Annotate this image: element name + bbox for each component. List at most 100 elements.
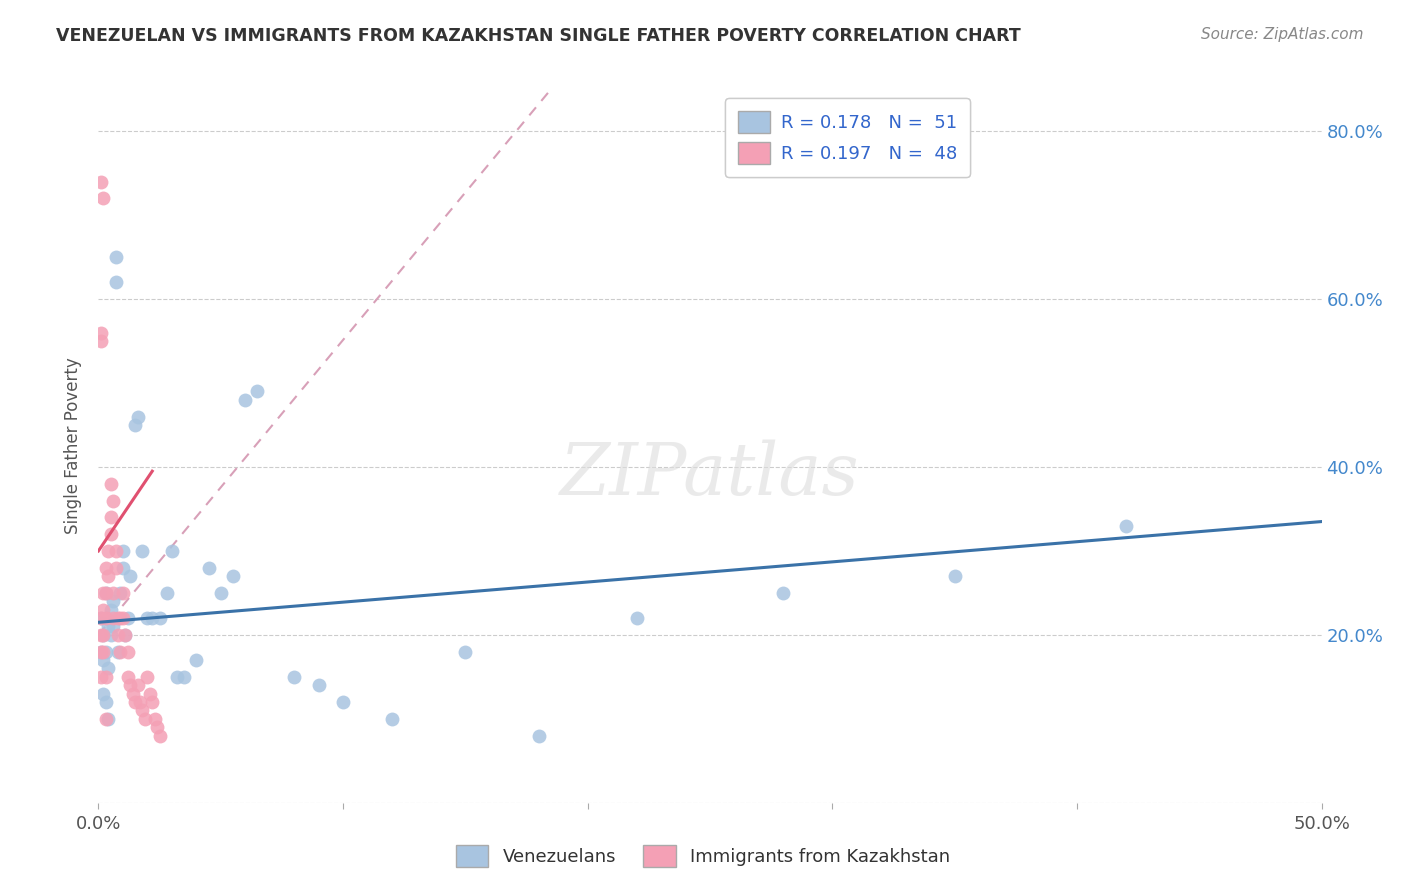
Point	[104, 250, 127, 264]
Point	[156, 586, 179, 600]
Point	[91, 653, 114, 667]
Point	[94, 712, 117, 726]
Text: Source: ZipAtlas.com: Source: ZipAtlas.com	[1201, 27, 1364, 42]
Y-axis label: Single Father Poverty: Single Father Poverty	[65, 358, 83, 534]
Point	[94, 645, 117, 659]
Point	[91, 628, 114, 642]
Point	[91, 628, 114, 642]
Point	[222, 569, 245, 583]
Point	[100, 476, 122, 491]
Point	[91, 687, 114, 701]
Point	[94, 695, 117, 709]
Point	[131, 703, 153, 717]
Point	[626, 611, 648, 625]
Point	[110, 645, 132, 659]
Point	[149, 611, 172, 625]
Point	[101, 611, 124, 625]
Legend: R = 0.178   N =  51, R = 0.197   N =  48: R = 0.178 N = 51, R = 0.197 N = 48	[725, 98, 970, 177]
Point	[117, 670, 139, 684]
Point	[134, 712, 156, 726]
Point	[111, 560, 134, 574]
Point	[94, 586, 117, 600]
Point	[139, 687, 162, 701]
Point	[94, 670, 117, 684]
Point	[97, 619, 120, 633]
Point	[94, 611, 117, 625]
Point	[131, 544, 153, 558]
Point	[94, 560, 117, 574]
Point	[90, 645, 112, 659]
Point	[121, 687, 143, 701]
Point	[381, 712, 404, 726]
Point	[110, 586, 132, 600]
Point	[94, 586, 117, 600]
Point	[146, 720, 169, 734]
Point	[114, 628, 136, 642]
Point	[100, 527, 122, 541]
Point	[197, 560, 219, 574]
Point	[772, 586, 794, 600]
Point	[114, 628, 136, 642]
Point	[129, 695, 152, 709]
Point	[107, 611, 129, 625]
Point	[246, 384, 269, 399]
Point	[101, 619, 124, 633]
Point	[209, 586, 232, 600]
Point	[136, 670, 159, 684]
Point	[943, 569, 966, 583]
Point	[149, 729, 172, 743]
Point	[97, 712, 120, 726]
Point	[124, 417, 146, 432]
Point	[127, 678, 149, 692]
Point	[104, 560, 127, 574]
Text: VENEZUELAN VS IMMIGRANTS FROM KAZAKHSTAN SINGLE FATHER POVERTY CORRELATION CHART: VENEZUELAN VS IMMIGRANTS FROM KAZAKHSTAN…	[56, 27, 1021, 45]
Point	[101, 586, 124, 600]
Point	[101, 493, 124, 508]
Point	[166, 670, 188, 684]
Point	[143, 712, 166, 726]
Point	[332, 695, 354, 709]
Point	[117, 611, 139, 625]
Point	[91, 191, 114, 205]
Point	[97, 661, 120, 675]
Point	[91, 586, 114, 600]
Point	[136, 611, 159, 625]
Point	[90, 670, 112, 684]
Point	[173, 670, 195, 684]
Point	[97, 544, 120, 558]
Point	[527, 729, 550, 743]
Point	[104, 275, 127, 289]
Point	[100, 510, 122, 524]
Point	[124, 695, 146, 709]
Point	[160, 544, 183, 558]
Point	[141, 611, 163, 625]
Point	[107, 628, 129, 642]
Point	[111, 611, 134, 625]
Point	[107, 645, 129, 659]
Point	[90, 645, 112, 659]
Point	[141, 695, 163, 709]
Text: ZIPatlas: ZIPatlas	[560, 439, 860, 510]
Point	[100, 628, 122, 642]
Point	[90, 628, 112, 642]
Point	[454, 645, 477, 659]
Point	[111, 544, 134, 558]
Point	[186, 653, 208, 667]
Point	[283, 670, 305, 684]
Point	[90, 326, 112, 340]
Legend: Venezuelans, Immigrants from Kazakhstan: Venezuelans, Immigrants from Kazakhstan	[449, 838, 957, 874]
Point	[91, 645, 114, 659]
Point	[110, 611, 132, 625]
Point	[94, 611, 117, 625]
Point	[90, 175, 112, 189]
Point	[117, 645, 139, 659]
Point	[127, 409, 149, 424]
Point	[120, 569, 142, 583]
Point	[90, 611, 112, 625]
Point	[308, 678, 330, 692]
Point	[91, 603, 114, 617]
Point	[1115, 518, 1137, 533]
Point	[111, 586, 134, 600]
Point	[90, 334, 112, 348]
Point	[90, 611, 112, 625]
